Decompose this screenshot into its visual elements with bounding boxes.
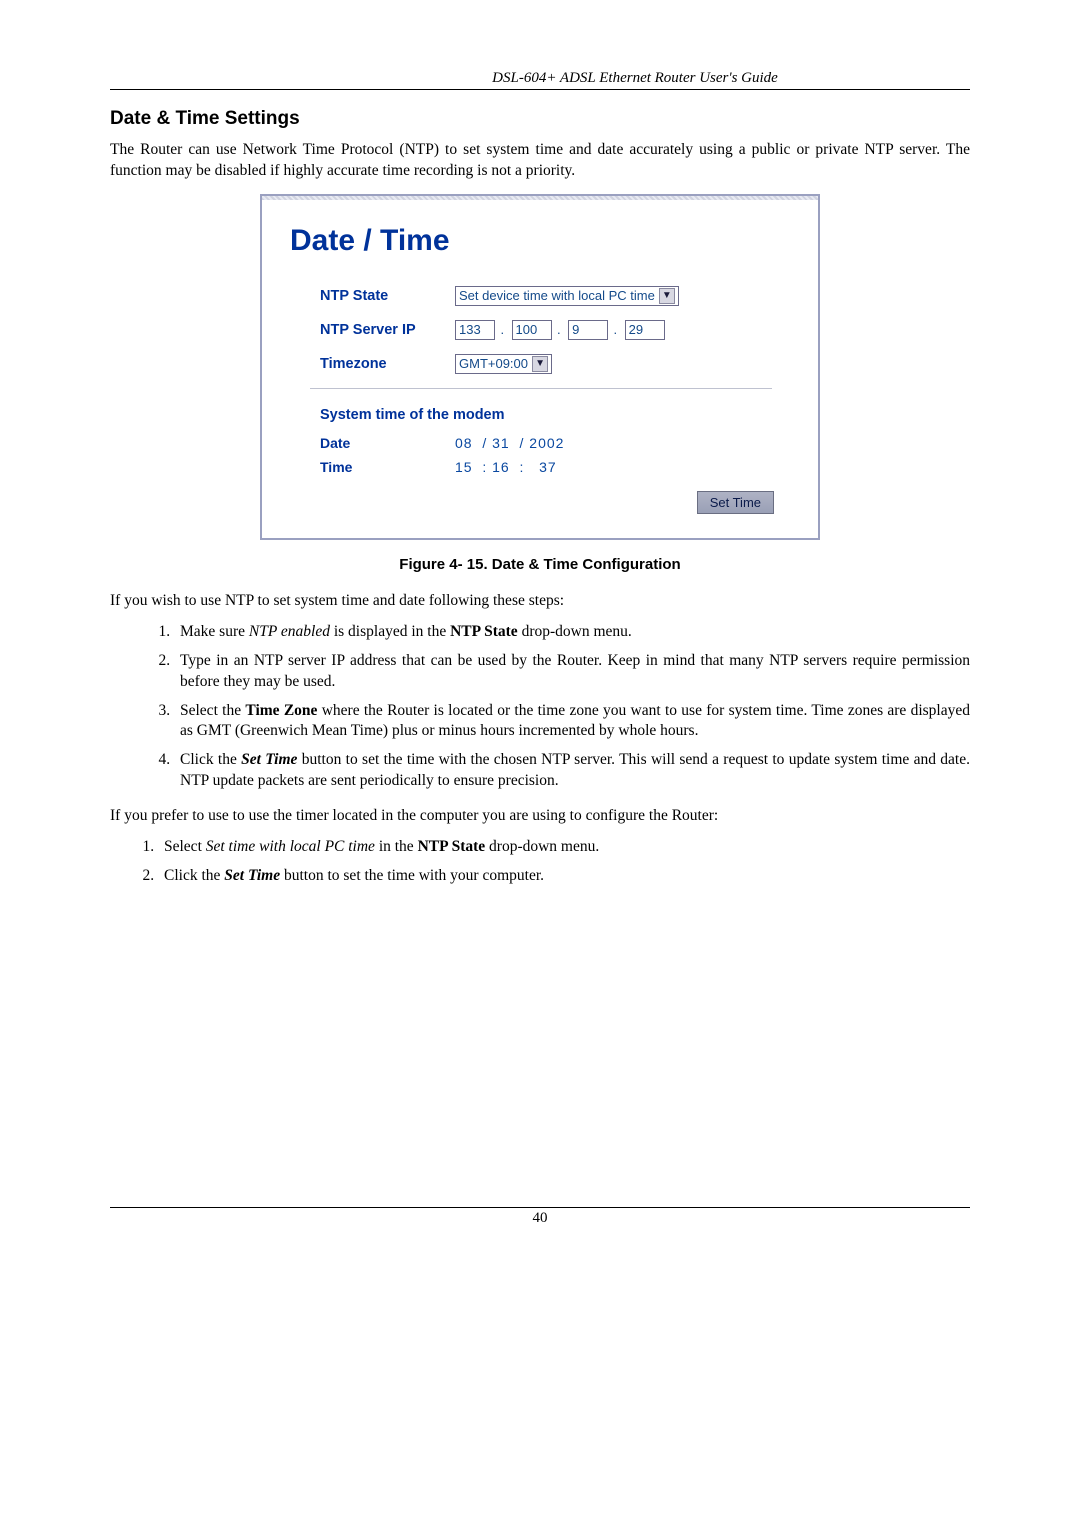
step-a4: Click the Set Time button to set the tim… [174, 750, 970, 792]
select-ntp-state[interactable]: Set device time with local PC time ▼ [455, 286, 679, 306]
header-title: DSL-604+ ADSL Ethernet Router User's Gui… [110, 70, 970, 87]
date-day: 08 [455, 435, 473, 451]
date-year: 2002 [529, 435, 564, 451]
row-date: Date 08 / 31 / 2002 [290, 435, 792, 451]
page-number: 40 [110, 1210, 970, 1227]
steps-list-a: Make sure NTP enabled is displayed in th… [110, 622, 970, 792]
date-time-panel: Date / Time NTP State Set device time wi… [260, 194, 820, 540]
step-a2: Type in an NTP server IP address that ca… [174, 651, 970, 693]
set-time-button[interactable]: Set Time [697, 491, 774, 514]
select-timezone-value: GMT+09:00 [459, 356, 528, 371]
select-timezone[interactable]: GMT+09:00 ▼ [455, 354, 552, 374]
ip-octet-3[interactable] [568, 320, 608, 340]
button-row: Set Time [290, 483, 792, 520]
chevron-down-icon: ▼ [659, 288, 675, 304]
para-local-intro: If you prefer to use to use the timer lo… [110, 806, 970, 827]
steps-list-b: Select Set time with local PC time in th… [110, 837, 970, 887]
time-sec: 37 [539, 459, 557, 475]
ip-dot: . [614, 322, 618, 337]
label-ntp-ip: NTP Server IP [290, 322, 455, 338]
select-ntp-state-value: Set device time with local PC time [459, 288, 655, 303]
ip-octet-1[interactable] [455, 320, 495, 340]
para-steps-intro: If you wish to use NTP to set system tim… [110, 591, 970, 612]
step-a3: Select the Time Zone where the Router is… [174, 701, 970, 743]
value-time: 15 : 16 : 37 [455, 459, 557, 475]
figure-caption: Figure 4- 15. Date & Time Configuration [110, 556, 970, 573]
label-time: Time [320, 459, 455, 475]
time-min: 16 [492, 459, 510, 475]
panel-divider [310, 388, 772, 389]
step-a1: Make sure NTP enabled is displayed in th… [174, 622, 970, 643]
label-ntp-state: NTP State [290, 288, 455, 304]
row-timezone: Timezone GMT+09:00 ▼ [290, 354, 792, 374]
section-heading: Date & Time Settings [110, 108, 970, 130]
ip-octet-4[interactable] [625, 320, 665, 340]
step-b2: Click the Set Time button to set the tim… [158, 866, 970, 887]
header-rule: DSL-604+ ADSL Ethernet Router User's Gui… [110, 70, 970, 90]
panel-title: Date / Time [290, 224, 792, 258]
row-time: Time 15 : 16 : 37 [290, 459, 792, 475]
figure-wrapper: Date / Time NTP State Set device time wi… [110, 194, 970, 540]
ip-dot: . [557, 322, 561, 337]
system-time-heading: System time of the modem [290, 407, 792, 423]
ip-octet-2[interactable] [512, 320, 552, 340]
ip-dot: . [500, 322, 504, 337]
ip-fields: . . . [455, 320, 665, 340]
row-ntp-ip: NTP Server IP . . . [290, 320, 792, 340]
time-hour: 15 [455, 459, 473, 475]
label-timezone: Timezone [290, 356, 455, 372]
chevron-down-icon: ▼ [532, 356, 548, 372]
row-ntp-state: NTP State Set device time with local PC … [290, 286, 792, 306]
footer-rule [110, 1207, 970, 1208]
label-date: Date [320, 435, 455, 451]
panel-body: Date / Time NTP State Set device time wi… [262, 200, 818, 538]
value-date: 08 / 31 / 2002 [455, 435, 564, 451]
intro-paragraph: The Router can use Network Time Protocol… [110, 140, 970, 182]
page: DSL-604+ ADSL Ethernet Router User's Gui… [0, 0, 1080, 1287]
date-month: 31 [492, 435, 510, 451]
step-b1: Select Set time with local PC time in th… [158, 837, 970, 858]
